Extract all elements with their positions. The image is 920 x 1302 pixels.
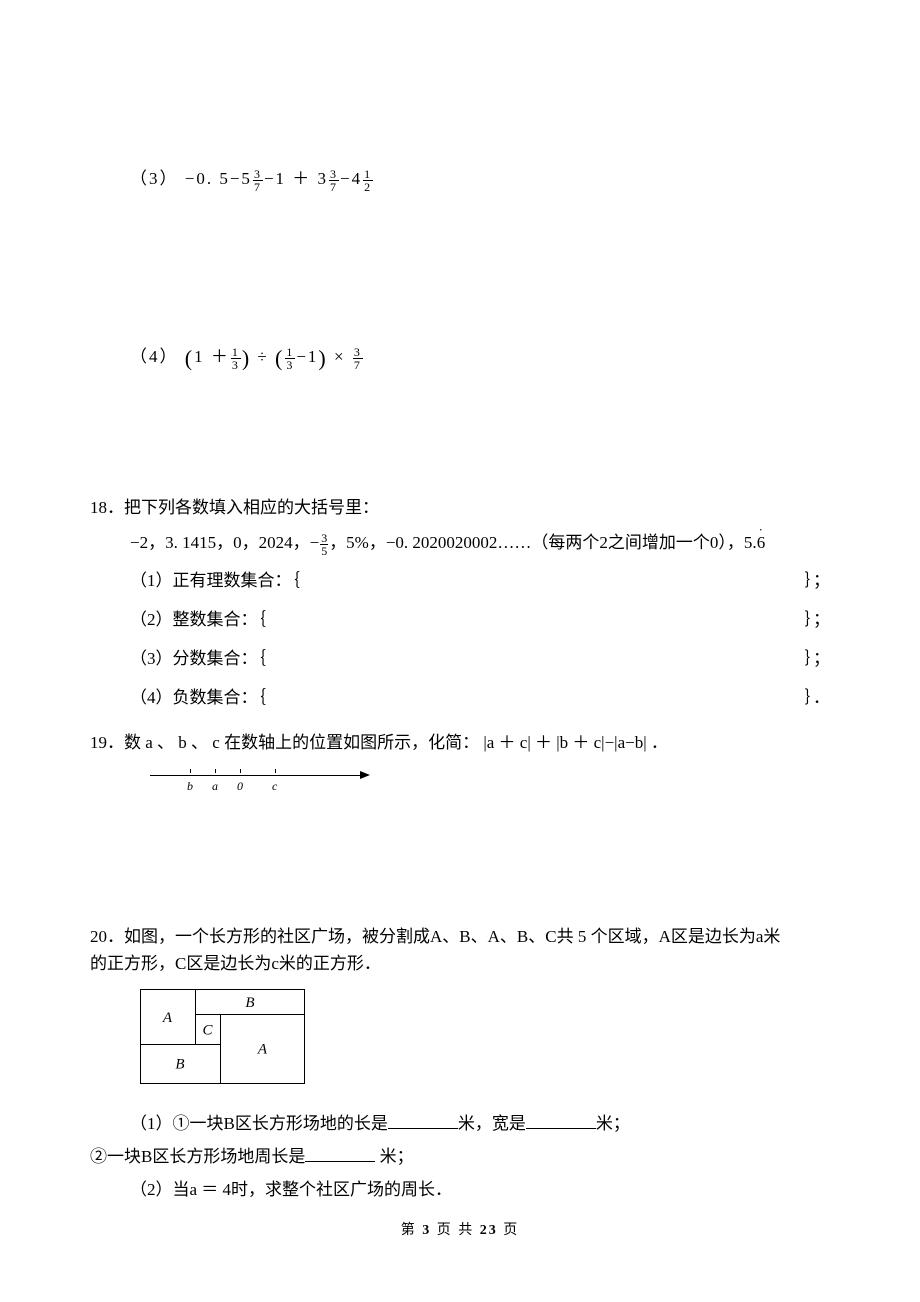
- problem-18-sets: （1）正有理数集合：｛ ｝； （2）整数集合：｛ ｝； （3）分数集合：｛ ｝； （4）负数…: [90, 567, 830, 712]
- list-b: ，5%，−0. 2020020002……（每两个2之间增加一个0），5.: [329, 533, 757, 552]
- footer-b: 页 共: [431, 1223, 480, 1238]
- expr-part: −4: [340, 169, 362, 188]
- problem-18-intro: 把下列各数填入相应的大括号里：: [124, 498, 379, 517]
- set-label: （1）正有理数集合：｛: [130, 567, 300, 594]
- problem-20-q1b: ②一块B区长方形场地周长是 米；: [90, 1143, 830, 1170]
- problem-20-para1-line: 20．如图，一个长方形的社区广场，被分割成A、B、A、B、C共 5 个区域，A区…: [90, 923, 830, 950]
- problem-20-para2: 的正方形，C区是边长为c米的正方形．: [90, 950, 830, 977]
- work-space-17-3: [90, 211, 830, 341]
- set-label: （2）整数集合：｛: [130, 606, 266, 633]
- svg-text:A: A: [162, 1010, 173, 1026]
- expr-part: −1: [296, 347, 318, 366]
- footer-cur: 3: [422, 1223, 431, 1238]
- op-mul: ×: [328, 347, 352, 366]
- repeating-6: ·6: [757, 529, 766, 556]
- tick-mark: [190, 769, 191, 773]
- problem-number-20: 20．: [90, 927, 124, 946]
- problem-20-q2: （2）当a ＝ 4时，求整个社区广场的周长．: [90, 1176, 830, 1203]
- q1-c: 米；: [596, 1114, 630, 1133]
- set-close: ｝；: [805, 606, 831, 633]
- fraction-3-5: 35: [320, 532, 328, 557]
- set-line-4: （4）负数集合：｛ ｝．: [130, 684, 830, 711]
- rectangle-diagram: A B C B A: [140, 989, 830, 1092]
- expr-part: −1 ＋ 3: [264, 169, 328, 188]
- lparen: (: [185, 346, 194, 371]
- problem-18-intro-line: 18．把下列各数填入相应的大括号里：: [90, 494, 830, 521]
- list-a: −2，3. 1415，0，2024，−: [130, 533, 319, 552]
- q1-a: （1）①一块B区长方形场地的长是: [130, 1114, 388, 1133]
- problem-19: 19．数 a 、 b 、 c 在数轴上的位置如图所示，化简： |a ＋ c| ＋…: [90, 729, 830, 794]
- footer-a: 第: [401, 1223, 423, 1238]
- page-footer: 第 3 页 共 23 页: [0, 1220, 920, 1242]
- set-line-1: （1）正有理数集合：｛ ｝；: [130, 567, 830, 594]
- blank-length[interactable]: [388, 1111, 458, 1129]
- q1-b: 米，宽是: [458, 1114, 526, 1133]
- label-17-3: （3）: [130, 169, 179, 188]
- problem-20-para1: 如图，一个长方形的社区广场，被分割成A、B、A、B、C共 5 个区域，A区是边长…: [124, 927, 780, 946]
- problem-17-3: （3） −0. 5−537−1 ＋ 337−412: [90, 165, 830, 193]
- problem-19-text: 数 a 、 b 、 c 在数轴上的位置如图所示，化简： |a ＋ c| ＋ |b…: [124, 733, 668, 752]
- problem-17-4: （4） (1 ＋13) ÷ (13−1) × 37: [90, 341, 830, 376]
- rectangle-diagram-svg: A B C B A: [140, 989, 305, 1084]
- fraction-3-7b: 37: [329, 168, 339, 193]
- number-line: ba0 c: [150, 765, 370, 795]
- fraction-1-3a: 13: [231, 346, 241, 371]
- expr-part: 1 ＋: [194, 347, 230, 366]
- op-div: ÷: [251, 347, 275, 366]
- svg-text:A: A: [257, 1041, 268, 1057]
- svg-text:B: B: [175, 1056, 184, 1072]
- problem-17-4-expr: （4） (1 ＋13) ÷ (13−1) × 37: [130, 347, 364, 366]
- svg-text:B: B: [245, 995, 254, 1011]
- rparen: ): [318, 346, 327, 371]
- set-close: ｝；: [805, 645, 831, 672]
- blank-width[interactable]: [526, 1111, 596, 1129]
- tick-mark: [215, 769, 216, 773]
- tick-label-a: a: [212, 777, 218, 796]
- blank-perimeter[interactable]: [305, 1144, 375, 1162]
- tick-mark: [275, 769, 276, 773]
- rparen: ): [242, 346, 251, 371]
- problem-18: 18．把下列各数填入相应的大括号里： −2，3. 1415，0，2024，−35…: [90, 494, 830, 712]
- fraction-1-3b: 13: [285, 346, 295, 371]
- tick-label-c: c: [272, 777, 277, 796]
- footer-c: 页: [498, 1223, 520, 1238]
- label-17-4: （4）: [130, 347, 179, 366]
- work-space-17-4: [90, 394, 830, 494]
- problem-20: 20．如图，一个长方形的社区广场，被分割成A、B、A、B、C共 5 个区域，A区…: [90, 923, 830, 1204]
- problem-17-3-expr: （3） −0. 5−537−1 ＋ 337−412: [130, 169, 374, 188]
- lparen: (: [275, 346, 284, 371]
- problem-20-q1: （1）①一块B区长方形场地的长是 米，宽是 米；: [90, 1110, 830, 1137]
- set-label: （3）分数集合：｛: [130, 645, 266, 672]
- tick-label-b: b: [187, 777, 193, 796]
- set-close: ｝；: [805, 567, 831, 594]
- fraction-1-2: 12: [363, 168, 373, 193]
- arrow-right-icon: [360, 771, 370, 779]
- q1d-a: ②一块B区长方形场地周长是: [90, 1147, 305, 1166]
- problem-18-list: −2，3. 1415，0，2024，−35，5%，−0. 2020020002……: [90, 529, 830, 557]
- problem-number-19: 19．: [90, 733, 124, 752]
- svg-text:C: C: [202, 1022, 213, 1038]
- q1d-b: 米；: [375, 1147, 413, 1166]
- set-line-3: （3）分数集合：｛ ｝；: [130, 645, 830, 672]
- problem-number-18: 18．: [90, 498, 124, 517]
- tick-label-0: 0: [237, 777, 243, 796]
- number-line-figure: ba0 c: [90, 765, 830, 795]
- set-label: （4）负数集合：｛: [130, 684, 266, 711]
- exam-page: （3） −0. 5−537−1 ＋ 337−412 （4） (1 ＋13) ÷ …: [0, 0, 920, 1302]
- set-line-2: （2）整数集合：｛ ｝；: [130, 606, 830, 633]
- tick-mark: [240, 769, 241, 773]
- repeating-dot: ·: [759, 520, 763, 541]
- footer-total: 23: [480, 1223, 498, 1238]
- fraction-3-7: 37: [353, 346, 363, 371]
- fraction-3-7a: 37: [253, 168, 263, 193]
- set-close: ｝．: [805, 684, 831, 711]
- expr-part: −0. 5−5: [185, 169, 252, 188]
- work-space-19: [90, 813, 830, 923]
- problem-19-line: 19．数 a 、 b 、 c 在数轴上的位置如图所示，化简： |a ＋ c| ＋…: [90, 729, 830, 756]
- number-line-axis: [150, 775, 360, 776]
